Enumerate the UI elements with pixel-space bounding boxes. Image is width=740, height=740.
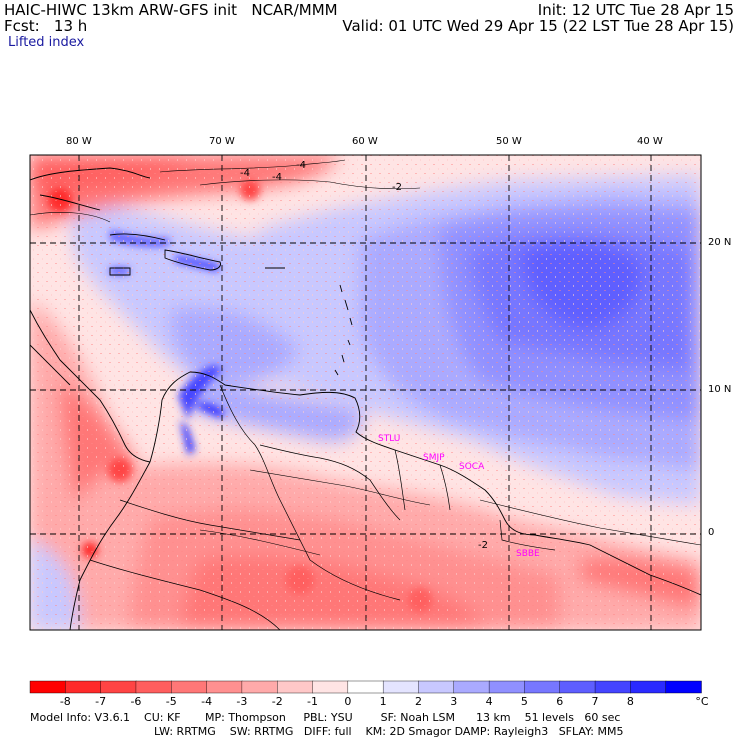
map-frame: [29, 154, 702, 631]
colorbar-swatch: [630, 680, 667, 694]
colorbar-tick-label: 7: [591, 695, 599, 708]
lon-label-40w: 40 W: [637, 136, 663, 147]
contour-label: -4: [272, 172, 282, 183]
colorbar-swatch: [524, 680, 561, 694]
colorbar-swatch: [65, 680, 102, 694]
colorbar-swatch: [594, 680, 632, 694]
colorbar-swatch: [488, 680, 526, 694]
colorbar-swatch: [382, 680, 420, 694]
colorbar-tick-label: 4: [485, 695, 493, 708]
colorbar-tick-label: 2: [414, 695, 422, 708]
colorbar-tick-label: -8: [59, 695, 71, 708]
colorbar-tick-label: -2: [271, 695, 283, 708]
coastlines: [30, 167, 701, 630]
colorbar-tick-label: -5: [165, 695, 177, 708]
contour-label: -2: [392, 182, 402, 193]
lat-label-10n: 10 N: [708, 384, 732, 395]
lat-lon-grid: [30, 155, 701, 630]
lon-label-70w: 70 W: [209, 136, 235, 147]
lon-label-50w: 50 W: [496, 136, 522, 147]
colorbar-swatch: [206, 680, 243, 694]
colorbar-swatch: [347, 680, 384, 694]
colorbar-tick-label: -1: [307, 695, 318, 708]
lat-label-20n: 20 N: [708, 237, 732, 248]
station-label-stlu: STLU: [378, 434, 400, 444]
colorbar-swatch: [453, 680, 490, 694]
colorbar-swatch: [665, 680, 702, 694]
station-label-soca: SOCA: [459, 462, 485, 472]
colorbar-tick-label: -7: [95, 695, 107, 708]
colorbar-tick-label: -6: [130, 695, 142, 708]
colorbar-swatch: [312, 680, 349, 694]
forecast-hour: Fcst: 13 h: [4, 17, 88, 35]
field-name: Lifted index: [8, 35, 85, 50]
init-time: Init: 12 UTC Tue 28 Apr 15: [537, 1, 734, 19]
title-line: HAIC-HIWC 13km ARW-GFS init NCAR/MMM: [4, 1, 338, 19]
colorbar-swatch: [135, 680, 172, 694]
colorbar-swatch: [100, 680, 137, 694]
contours: [30, 159, 701, 556]
model-info-line2: LW: RRTMG SW: RRTMG DIFF: full KM: 2D Sm…: [154, 725, 624, 738]
colorbar-tick-label: 6: [556, 695, 564, 708]
colorbar-tick-label: 1: [379, 695, 387, 708]
station-label-sbbe: SBBE: [516, 549, 540, 559]
colorbar-swatch: [29, 680, 67, 694]
colorbar-swatch: [241, 680, 278, 694]
colorbar-tick-label: 5: [520, 695, 528, 708]
colorbar-swatch: [559, 680, 596, 694]
station-label-smjp: SMJP: [423, 453, 445, 463]
colorbar-unit: °C: [695, 695, 709, 708]
colorbar-swatch: [418, 680, 455, 694]
shaded-field: -4 -4 -4 -2 -2 STLU SMJP SOCA SBBE: [30, 155, 701, 630]
contour-label: -4: [240, 168, 250, 179]
colorbar-tick-label: -3: [236, 695, 248, 708]
lon-label-80w: 80 W: [66, 136, 92, 147]
colorbar-tick-label: 3: [450, 695, 458, 708]
contour-label: -4: [296, 160, 306, 171]
valid-time: Valid: 01 UTC Wed 29 Apr 15 (22 LST Tue …: [342, 17, 734, 35]
lon-label-60w: 60 W: [352, 136, 378, 147]
colorbar-tick-label: -4: [201, 695, 213, 708]
colorbar-tick-label: 8: [626, 695, 634, 708]
colorbar: [29, 680, 702, 694]
model-info-line1: Model Info: V3.6.1 CU: KF MP: Thompson P…: [30, 711, 621, 724]
colorbar-tick-label: 0: [344, 695, 352, 708]
colorbar-swatch: [171, 680, 208, 694]
colorbar-swatch: [277, 680, 314, 694]
lat-label-0: 0: [708, 527, 715, 538]
contour-label: -2: [478, 540, 488, 551]
